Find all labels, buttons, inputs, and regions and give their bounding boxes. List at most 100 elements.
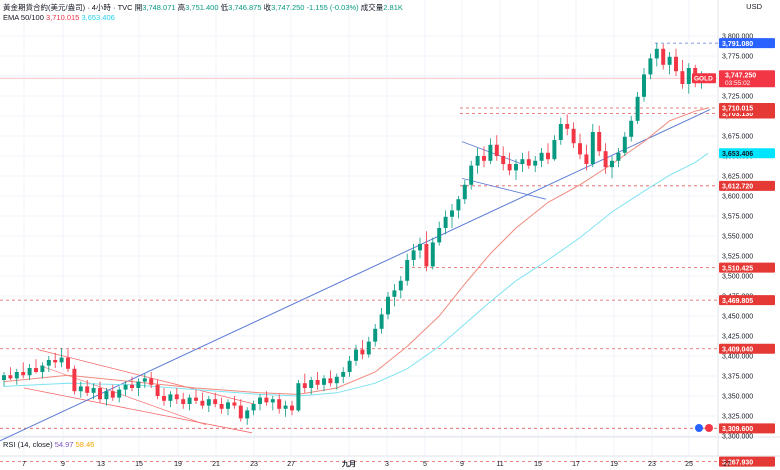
ema-title: EMA 50/100 — [3, 13, 44, 22]
symbol-title: 黃金期貨合約(美元/盎司) · 4小時 · TVC — [3, 3, 133, 12]
candle-body — [85, 386, 90, 393]
candle-body — [155, 384, 160, 396]
time-tick-label: 23 — [648, 461, 656, 468]
candle-body — [552, 140, 557, 160]
candle-body — [181, 399, 186, 404]
time-tick-label: 15 — [135, 461, 143, 468]
candle-body — [642, 74, 646, 97]
high-value: 3,751.400 — [185, 3, 219, 12]
candle-body — [597, 132, 602, 152]
event-marker-icon — [695, 424, 703, 432]
candle-body — [149, 378, 154, 385]
candle-body — [270, 399, 275, 403]
candle-body — [162, 396, 166, 401]
price-tick-label: 3,625.000 — [722, 174, 753, 181]
candle-body — [565, 124, 570, 129]
time-tick-label: 19 — [610, 461, 618, 468]
price-tick-label: 3,800.000 — [722, 34, 753, 41]
candle-body — [398, 280, 403, 291]
price-tick-label: 3,675.000 — [722, 134, 753, 141]
candle-body — [130, 384, 134, 388]
candle-body — [546, 152, 550, 160]
candle-body — [219, 404, 224, 409]
candle-body — [603, 151, 608, 168]
rsi-title: RSI (14, close) — [3, 440, 53, 449]
ema100-line — [3, 152, 709, 397]
price-tick-label: 3,325.000 — [722, 414, 753, 421]
candle-body — [66, 357, 70, 369]
candle-body — [258, 397, 262, 404]
time-tick-label: 11 — [496, 461, 503, 468]
ema100-tag-bg — [719, 148, 775, 159]
candle-body — [462, 184, 467, 200]
time-tick-label: 9 — [460, 461, 464, 468]
currency-label: USD — [746, 2, 762, 11]
time-tick-label: 21 — [212, 461, 220, 468]
high-label: 高 — [177, 3, 186, 12]
candle-body — [578, 143, 582, 155]
symbol-badge-bg — [692, 73, 716, 84]
candle-body — [334, 376, 339, 384]
candle-body — [194, 397, 198, 401]
candle-body — [347, 360, 352, 372]
level-tag: 3,703.130 — [722, 111, 753, 118]
ema50-tag-bg — [719, 102, 775, 113]
candle-body — [206, 399, 211, 406]
level-tag: 3,469.805 — [722, 298, 753, 305]
candle-body — [443, 216, 448, 228]
candle-body — [539, 152, 544, 161]
level-tag: 3,309.600 — [722, 426, 753, 433]
candle-body — [674, 56, 678, 72]
volume-value: 2.81K — [383, 3, 403, 12]
candle-body — [78, 386, 83, 392]
time-tick-label: 17 — [572, 461, 580, 468]
price-tick-label: 3,525.000 — [722, 254, 753, 261]
open-label: 開 — [134, 3, 143, 12]
candle-body — [405, 260, 410, 281]
candle-body — [142, 378, 147, 382]
candle-body — [245, 410, 250, 419]
channel-upper-line — [37, 349, 255, 405]
candle-body — [437, 228, 442, 243]
level-tag-bg — [719, 343, 775, 354]
candle-body — [629, 120, 634, 137]
candle-body — [174, 394, 179, 400]
candle-body — [450, 210, 454, 217]
price-tick-label: 3,575.000 — [722, 214, 753, 221]
candle-body — [379, 314, 384, 329]
time-tick-label: 3 — [385, 461, 389, 468]
ema100-tag: 3,653.406 — [722, 151, 753, 158]
candle-body — [296, 383, 301, 411]
ema50-line — [3, 107, 709, 395]
price-tick-label: 3,425.000 — [722, 334, 753, 341]
level-tag-bg — [719, 295, 775, 306]
candle-body — [290, 405, 294, 411]
candle-body — [686, 68, 691, 84]
candle-body — [571, 128, 576, 144]
ema-legend: EMA 50/100 3,710.015 3,653.406 — [3, 13, 115, 22]
candle-body — [456, 199, 461, 211]
close-value: 3,747.250 — [271, 3, 305, 12]
candle-body — [341, 372, 346, 377]
candle-body — [104, 391, 109, 400]
candle-body — [283, 405, 288, 409]
candle-body — [507, 164, 512, 171]
candle-body — [418, 244, 422, 251]
candle-body — [558, 124, 563, 140]
price-tick-label: 3,350.000 — [722, 394, 753, 401]
candle-body — [59, 357, 64, 363]
time-tick-label: 23 — [250, 461, 258, 468]
candle-body — [14, 372, 19, 379]
time-tick-label: 19 — [174, 461, 182, 468]
candle-body — [136, 381, 141, 388]
change-value: -1.155 (-0.03%) — [306, 3, 359, 12]
event-flag-icon — [705, 424, 713, 432]
level-tag: 3,409.040 — [722, 346, 753, 353]
volume-label: 成交量 — [360, 3, 384, 12]
price-tick-label: 3,600.000 — [722, 194, 753, 201]
candle-body — [392, 290, 397, 297]
candle-body — [309, 380, 314, 388]
close-label: 收 — [263, 3, 272, 12]
ema50-value: 3,710.015 — [45, 13, 80, 22]
